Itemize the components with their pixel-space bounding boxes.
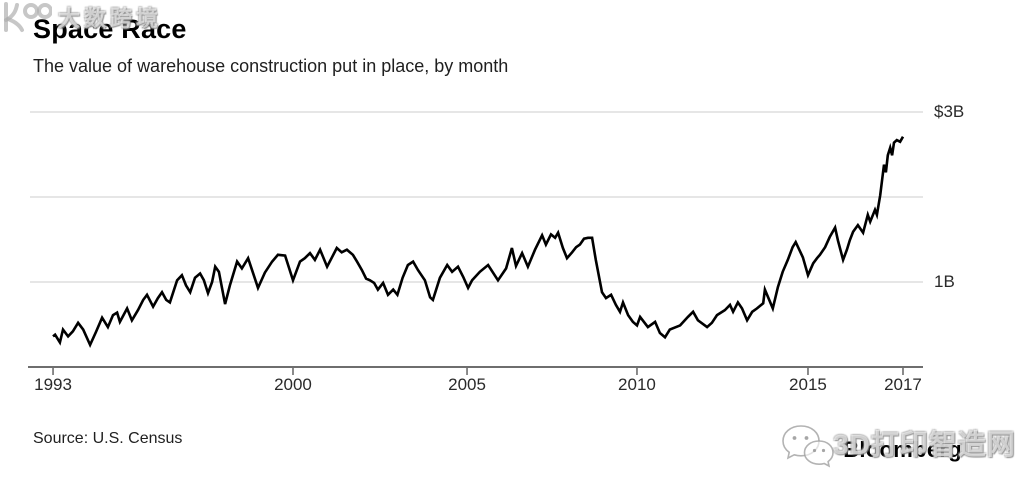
- wechat-icon: [782, 425, 834, 468]
- chart-title: Space Race: [33, 14, 187, 44]
- x-axis-tick-label-1993: 1993: [34, 375, 72, 394]
- x-axis-tick-label-2010: 2010: [618, 375, 656, 394]
- source-note: Source: U.S. Census: [33, 430, 183, 447]
- y-axis-label-1b: 1B: [934, 272, 955, 291]
- watermark-3d-print-site: 3D打印智造网: [833, 429, 1016, 460]
- chart-subtitle: The value of warehouse construction put …: [33, 56, 509, 76]
- x-axis-tick-label-2015: 2015: [789, 375, 827, 394]
- x-axis-tick-label-2000: 2000: [274, 375, 312, 394]
- koo-logo-icon: [4, 2, 52, 32]
- watermark-bottom-left: 大数跨境: [0, 0, 1024, 34]
- bloomberg-wordmark: Bloomberg: [843, 437, 962, 462]
- x-axis-tick-label-2017: 2017: [884, 375, 922, 394]
- warehouse-construction-series-line: [52, 136, 905, 349]
- watermark-dashu-text: 大数跨境: [58, 6, 163, 31]
- x-axis-tick-label-2005: 2005: [448, 375, 486, 394]
- y-axis-label-3b: $3B: [934, 102, 965, 121]
